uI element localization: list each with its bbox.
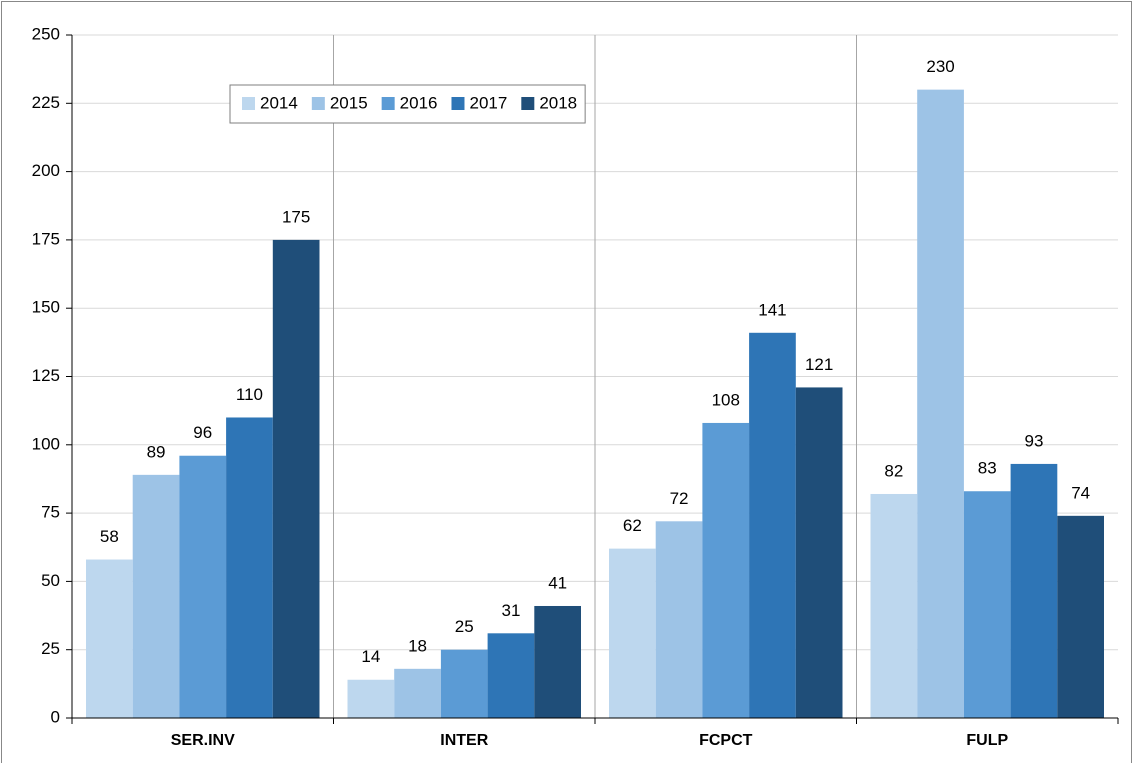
legend-label: 2014 (260, 93, 298, 112)
bar (226, 417, 273, 718)
bar (1057, 515, 1104, 718)
bar (870, 493, 918, 718)
x-tick-label: FCPCT (699, 732, 753, 749)
data-label: 175 (282, 207, 310, 226)
y-tick-label: 175 (32, 229, 60, 248)
legend-label: 2016 (400, 93, 438, 112)
bar (749, 332, 796, 718)
legend-label: 2015 (330, 93, 368, 112)
data-label: 108 (712, 390, 740, 409)
y-tick-label: 100 (32, 434, 60, 453)
bar (132, 474, 180, 718)
bar (534, 605, 581, 718)
data-label: 72 (670, 489, 689, 508)
legend-swatch (242, 97, 255, 110)
bar (1010, 463, 1058, 718)
data-label: 74 (1071, 483, 1090, 502)
y-tick-label: 75 (41, 503, 60, 522)
data-label: 110 (236, 385, 263, 404)
legend-label: 2017 (469, 93, 507, 112)
legend-swatch (381, 97, 395, 110)
data-label: 58 (100, 527, 119, 546)
data-label: 93 (1024, 431, 1043, 450)
data-label: 82 (884, 461, 903, 480)
data-label: 62 (623, 516, 642, 535)
y-tick-label: 25 (41, 639, 60, 658)
legend-swatch (311, 97, 325, 110)
bar (347, 679, 395, 718)
x-tick-label: SER.INV (171, 732, 235, 749)
data-label: 31 (501, 601, 520, 620)
bar (179, 455, 227, 718)
y-tick-label: 150 (32, 298, 60, 317)
y-tick-label: 125 (32, 366, 60, 385)
bar (917, 89, 964, 718)
bar (795, 387, 843, 718)
bar (609, 548, 656, 718)
data-label: 25 (455, 617, 474, 636)
data-label: 14 (361, 647, 380, 666)
y-tick-label: 0 (51, 707, 60, 726)
y-tick-label: 250 (32, 24, 60, 43)
y-tick-label: 225 (32, 93, 60, 112)
bar (655, 521, 703, 718)
data-label: 96 (193, 423, 212, 442)
legend-swatch (451, 97, 465, 110)
bar (86, 559, 133, 718)
bar (394, 668, 441, 718)
legend-label: 2018 (539, 93, 577, 112)
legend: 2014 2015 2016 2017 2018 (229, 84, 586, 124)
x-tick-label: INTER (440, 732, 488, 749)
bar (272, 239, 320, 718)
y-tick-label: 200 (32, 161, 60, 180)
bar (440, 649, 488, 718)
bar (702, 422, 750, 718)
x-tick-label: FULP (966, 732, 1008, 749)
legend-swatch (521, 97, 535, 110)
data-label: 230 (926, 57, 954, 76)
data-label: 141 (758, 300, 786, 319)
data-label: 89 (147, 442, 166, 461)
data-label: 83 (978, 459, 997, 478)
y-tick-label: 50 (41, 571, 60, 590)
data-label: 121 (805, 355, 833, 374)
bar (487, 633, 535, 718)
data-label: 41 (548, 573, 567, 592)
bar (963, 491, 1011, 718)
data-label: 18 (408, 636, 427, 655)
